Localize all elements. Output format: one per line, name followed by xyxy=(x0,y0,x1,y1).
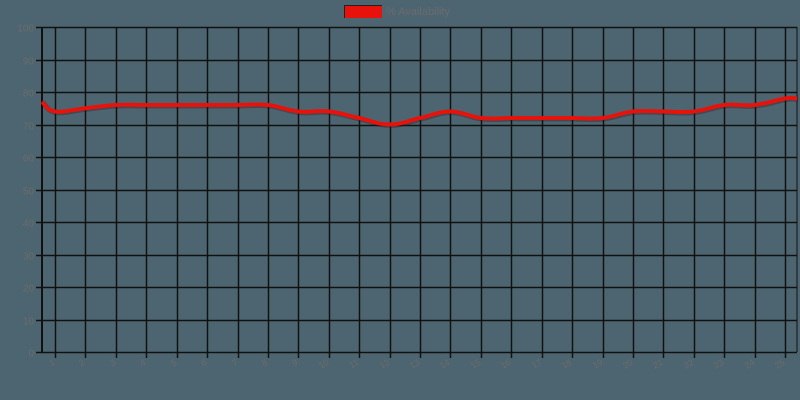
x-tick-label: 25 xyxy=(773,357,787,371)
x-tick-label: 24 xyxy=(743,357,757,371)
y-tick-label: 60 xyxy=(23,154,35,165)
x-tick-label: 4 xyxy=(138,357,147,368)
y-tick-label: 30 xyxy=(23,252,35,263)
y-tick-label: 90 xyxy=(23,57,35,68)
x-tick-label: 14 xyxy=(438,357,452,371)
y-tick-label: 40 xyxy=(23,219,35,230)
series-line-availability xyxy=(40,95,798,127)
x-tick-label: 3 xyxy=(108,357,117,368)
x-tick-label: 20 xyxy=(621,357,635,371)
x-tick-label: 6 xyxy=(199,357,208,368)
x-tick-label: 1 xyxy=(47,357,56,368)
x-tick-label: 5 xyxy=(169,357,178,368)
x-tick-label: 13 xyxy=(408,357,422,371)
y-tick-label: 70 xyxy=(23,122,35,133)
legend[interactable]: % Availability xyxy=(344,5,450,18)
x-tick-label: 8 xyxy=(260,357,269,368)
x-tick-label: 17 xyxy=(530,357,544,371)
y-tick-label: 80 xyxy=(23,89,35,100)
y-tick-label: 100 xyxy=(17,24,34,35)
x-tick-label: 11 xyxy=(347,357,360,370)
x-tick-label: 19 xyxy=(591,357,605,371)
legend-swatch xyxy=(344,5,382,18)
x-tick-label: 2 xyxy=(77,357,86,368)
y-tick-label: 0 xyxy=(28,349,34,360)
x-tick-label: 21 xyxy=(651,357,665,371)
y-tick-label: 10 xyxy=(23,317,35,328)
x-tick-label: 16 xyxy=(499,357,513,371)
x-tick-label: 18 xyxy=(560,357,574,371)
x-tick-label: 9 xyxy=(290,357,299,368)
x-tick-label: 15 xyxy=(469,357,483,371)
x-tick-label: 23 xyxy=(712,357,726,371)
y-tick-label: 20 xyxy=(23,284,35,295)
x-tick-label: 7 xyxy=(230,357,239,368)
x-tick-label: 12 xyxy=(378,357,392,371)
x-tick-label: 22 xyxy=(682,357,696,371)
y-tick-label: 50 xyxy=(23,187,35,198)
legend-label: % Availability xyxy=(386,5,450,18)
x-tick-label: 10 xyxy=(317,357,331,371)
